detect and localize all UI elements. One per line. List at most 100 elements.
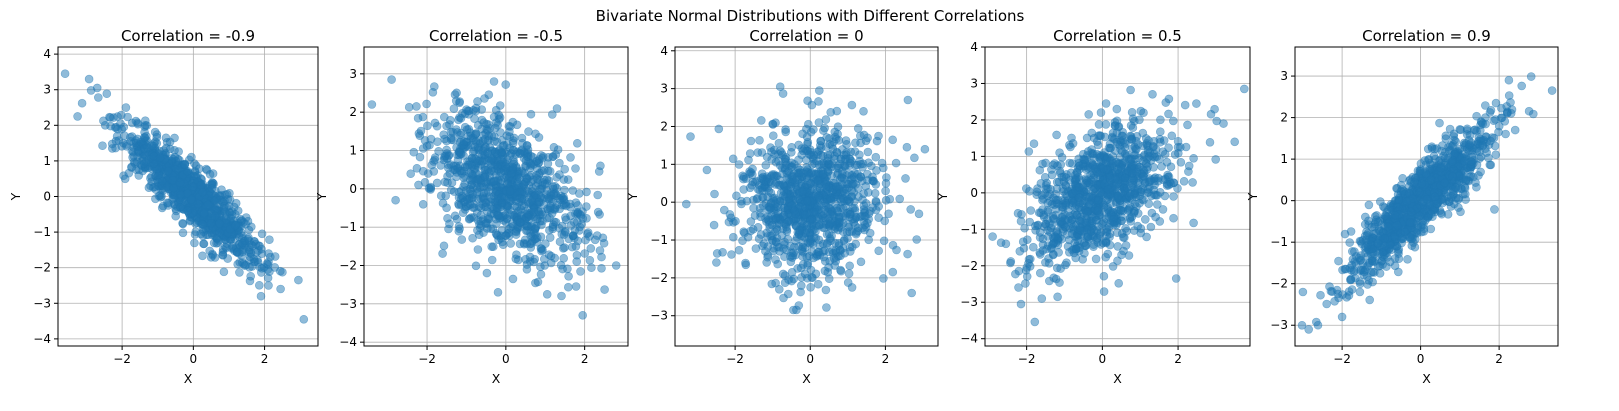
- scatter-point: [598, 233, 608, 243]
- scatter-point: [814, 97, 823, 106]
- y-tick-label: −4: [339, 335, 357, 349]
- scatter-point: [835, 174, 845, 184]
- scatter-point: [178, 228, 188, 238]
- scatter-point: [821, 183, 831, 192]
- scatter-point: [1096, 108, 1106, 117]
- scatter-point: [811, 208, 821, 217]
- scatter-point: [778, 191, 788, 200]
- y-tick-label: −2: [650, 271, 668, 285]
- y-tick-label: −3: [33, 296, 51, 310]
- scatter-point: [800, 269, 810, 279]
- scatter-point: [826, 108, 836, 117]
- scatter-point: [464, 214, 474, 224]
- scatter-point: [555, 237, 565, 246]
- y-tick-label: 4: [660, 44, 668, 58]
- scatter-point: [132, 157, 142, 167]
- scatter-point: [1035, 228, 1045, 237]
- scatter-point: [1082, 133, 1092, 143]
- scatter-point: [496, 154, 506, 164]
- scatter-point: [859, 201, 869, 210]
- scatter-point: [844, 269, 854, 278]
- scatter-point: [814, 118, 824, 127]
- scatter-point: [557, 291, 566, 301]
- scatter-point: [92, 83, 102, 93]
- scatter-point: [1211, 155, 1220, 164]
- scatter-point: [1161, 98, 1171, 107]
- scatter-point: [774, 284, 784, 294]
- scatter-point: [215, 195, 224, 205]
- figure-suptitle: Bivariate Normal Distributions with Diff…: [596, 7, 1025, 25]
- scatter-point: [1038, 159, 1047, 169]
- scatter-point: [198, 251, 207, 261]
- scatter-point: [480, 94, 489, 103]
- scatter-point: [732, 191, 741, 201]
- scatter-point: [206, 252, 216, 262]
- scatter-point: [1171, 274, 1181, 283]
- scatter-point: [1058, 184, 1068, 193]
- y-tick-label: −2: [960, 259, 978, 273]
- scatter-point: [464, 106, 474, 116]
- scatter-point: [1128, 114, 1138, 123]
- scatter-point: [570, 225, 580, 235]
- scatter-point: [559, 253, 569, 263]
- scatter-point: [1029, 242, 1038, 252]
- scatter-point: [475, 149, 484, 158]
- scatter-point: [881, 186, 890, 196]
- scatter-point: [481, 202, 491, 212]
- scatter-point: [745, 149, 755, 158]
- scatter-point: [555, 158, 564, 168]
- scatter-point: [443, 214, 452, 223]
- scatter-point: [1189, 218, 1198, 228]
- scatter-point: [572, 139, 582, 148]
- scatter-point: [767, 279, 777, 289]
- scatter-point: [168, 175, 178, 185]
- scatter-point: [528, 153, 538, 162]
- scatter-point: [576, 211, 586, 220]
- scatter-point: [771, 118, 780, 127]
- scatter-point: [508, 164, 518, 173]
- scatter-point: [912, 235, 922, 244]
- y-tick-label: −4: [33, 332, 51, 346]
- scatter-point: [84, 74, 94, 84]
- scatter-point: [547, 110, 557, 119]
- scatter-point: [506, 239, 516, 248]
- scatter-point: [515, 174, 524, 183]
- scatter-points: [367, 75, 621, 320]
- scatter-point: [430, 118, 440, 128]
- scatter-point: [522, 174, 531, 183]
- scatter-point: [1138, 156, 1148, 166]
- scatter-point: [439, 241, 449, 251]
- scatter-point: [1075, 183, 1084, 192]
- scatter-point: [505, 127, 514, 137]
- scatter-point: [1410, 242, 1420, 252]
- scatter-point: [1169, 192, 1178, 201]
- scatter-point: [826, 236, 836, 246]
- scatter-point: [452, 172, 461, 182]
- scatter-point: [1180, 100, 1190, 110]
- scatter-point: [208, 169, 218, 178]
- scatter-point: [847, 100, 857, 110]
- scatter-points: [1297, 72, 1557, 334]
- scatter-point: [814, 86, 824, 95]
- scatter-point: [1127, 212, 1137, 222]
- scatter-point: [433, 137, 442, 146]
- scatter-point: [473, 245, 483, 254]
- scatter-point: [1114, 278, 1123, 288]
- scatter-point: [801, 155, 811, 164]
- scatter-point: [1061, 260, 1070, 270]
- x-axis-label: X: [184, 371, 193, 386]
- scatter-point: [456, 128, 466, 138]
- scatter-point: [1312, 317, 1321, 327]
- scatter-point: [741, 174, 751, 183]
- scatter-point: [508, 274, 518, 284]
- scatter-point: [238, 238, 247, 248]
- scatter-point: [1082, 207, 1092, 217]
- scatter-point: [768, 131, 778, 140]
- scatter-point: [195, 164, 204, 173]
- scatter-point: [853, 226, 863, 236]
- scatter-point: [879, 274, 888, 283]
- y-tick-label: −3: [960, 295, 978, 309]
- x-tick-label: 2: [1174, 352, 1182, 366]
- scatter-point: [476, 211, 486, 220]
